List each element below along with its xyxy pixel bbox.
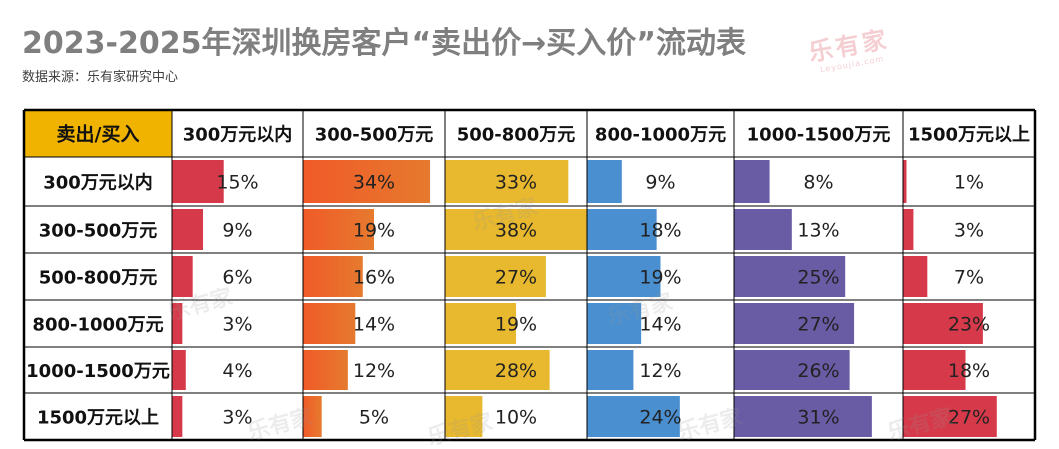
flow-value-label: 31% <box>797 407 839 429</box>
flow-value-label: 19% <box>495 314 537 336</box>
flow-bar <box>445 209 587 250</box>
column-header-label: 300-500万元 <box>315 125 434 146</box>
row-header-label: 300-500万元 <box>39 221 158 242</box>
flow-value-label: 3% <box>222 407 252 429</box>
flow-bar <box>734 303 855 344</box>
chart-source: 数据来源：乐有家研究中心 <box>22 70 179 85</box>
row-header-label: 300万元以内 <box>43 172 153 194</box>
flow-bar <box>734 396 872 437</box>
flow-value-label: 27% <box>948 407 990 429</box>
flow-bar <box>587 209 657 250</box>
flow-value-label: 25% <box>797 267 839 289</box>
flow-value-label: 16% <box>353 267 395 289</box>
flow-bar <box>587 396 680 437</box>
flow-bar <box>903 160 907 203</box>
flow-bar <box>903 350 966 390</box>
flow-bar <box>903 209 914 250</box>
flow-value-label: 34% <box>353 172 395 194</box>
flow-value-label: 38% <box>495 220 537 242</box>
flow-bar <box>303 396 322 437</box>
flow-value-label: 3% <box>222 314 252 336</box>
flow-value-label: 24% <box>639 407 681 429</box>
column-header-label: 1500万元以上 <box>908 125 1030 146</box>
flow-bar <box>172 256 193 297</box>
flow-bar <box>734 256 846 297</box>
flow-bar <box>172 350 186 390</box>
column-header-label: 800-1000万元 <box>595 125 726 146</box>
flow-value-label: 23% <box>948 314 990 336</box>
flow-bar <box>303 303 356 344</box>
flow-bar <box>587 256 661 297</box>
flow-bar <box>587 303 642 344</box>
row-header-label: 1500万元以上 <box>37 408 159 429</box>
flow-value-label: 1% <box>954 172 984 194</box>
flow-value-label: 18% <box>639 220 681 242</box>
corner-header-cell <box>24 110 172 157</box>
flow-bar <box>587 350 634 390</box>
flow-bar <box>445 160 569 203</box>
flow-value-label: 19% <box>639 267 681 289</box>
flow-value-label: 9% <box>645 172 675 194</box>
flow-value-label: 6% <box>222 267 252 289</box>
column-header-label: 1000-1500万元 <box>747 125 891 146</box>
flow-value-label: 26% <box>797 360 839 382</box>
flow-bar <box>445 303 516 344</box>
flow-value-label: 3% <box>954 220 984 242</box>
flow-value-label: 28% <box>495 360 537 382</box>
flow-bar <box>172 160 224 203</box>
flow-bar <box>445 350 550 390</box>
flow-value-label: 7% <box>954 267 984 289</box>
flow-value-label: 5% <box>359 407 389 429</box>
flow-bar <box>734 350 850 390</box>
flow-bar <box>172 303 183 344</box>
chart-title: 2023-2025年深圳换房客户“卖出价→买入价”流动表 <box>22 26 747 61</box>
flow-bar <box>303 256 363 297</box>
row-header-label: 500-800万元 <box>39 268 158 289</box>
flow-bar <box>303 160 431 203</box>
flow-value-label: 27% <box>495 267 537 289</box>
flow-value-label: 33% <box>495 172 537 194</box>
flow-bar <box>734 209 792 250</box>
flow-bar <box>903 256 928 297</box>
column-header-label: 500-800万元 <box>457 125 576 146</box>
flow-value-label: 12% <box>353 360 395 382</box>
flow-value-label: 9% <box>222 220 252 242</box>
flow-value-label: 19% <box>353 220 395 242</box>
flow-value-label: 12% <box>639 360 681 382</box>
corner-header-label: 卖出/买入 <box>57 123 140 146</box>
flow-value-label: 4% <box>222 360 252 382</box>
flow-value-label: 27% <box>797 314 839 336</box>
flow-value-label: 10% <box>495 407 537 429</box>
flow-value-label: 14% <box>353 314 395 336</box>
flow-bar <box>445 256 546 297</box>
flow-bar <box>903 396 997 437</box>
flow-bar <box>734 160 770 203</box>
flow-bar <box>903 303 983 344</box>
flow-value-label: 13% <box>797 220 839 242</box>
flow-value-label: 14% <box>639 314 681 336</box>
column-header-label: 300万元以内 <box>183 124 293 146</box>
flow-bar <box>445 396 483 437</box>
row-header-label: 1000-1500万元 <box>26 361 170 382</box>
flow-bar <box>587 160 622 203</box>
flow-bar <box>172 396 183 437</box>
flow-bar <box>303 350 348 390</box>
row-header-label: 800-1000万元 <box>32 315 163 336</box>
flow-value-label: 8% <box>803 172 833 194</box>
flow-value-label: 18% <box>948 360 990 382</box>
flow-bar <box>303 209 374 250</box>
flow-value-label: 15% <box>216 172 258 194</box>
flow-bar <box>172 209 204 250</box>
